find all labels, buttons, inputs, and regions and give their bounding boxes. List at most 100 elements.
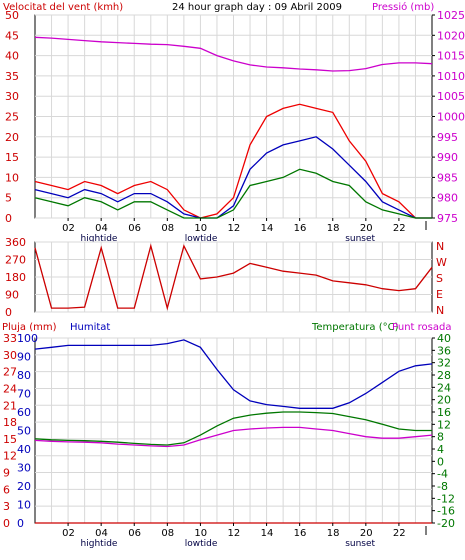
humidity-tick-label: 40 [17, 443, 31, 456]
y-tick-label: 30 [3, 349, 17, 362]
compass-label: N [436, 304, 444, 317]
wind-axis-label: Velocitat del vent (kmh) [3, 2, 123, 13]
y2-tick-label: 4 [437, 443, 444, 456]
y-tick-label: 6 [3, 483, 10, 496]
x-tick-label: 14 [261, 528, 274, 539]
humidity-tick-label: 100 [17, 332, 38, 345]
y-tick-label: 21 [3, 399, 17, 412]
y-tick-label: 270 [5, 254, 26, 267]
series-line [34, 243, 433, 311]
x-tick-label: 04 [95, 223, 108, 234]
dewpoint-axis-label: Punt rosada [392, 322, 451, 333]
x-tick-label: 20 [360, 528, 373, 539]
x-tick-label: 22 [393, 223, 406, 234]
temperature-axis-label: Temperatura (°C) [311, 322, 399, 333]
series-line [34, 103, 432, 219]
x-tick-label: 08 [161, 528, 174, 539]
y2-tick-label: 995 [437, 131, 458, 144]
y2-tick-label: 980 [437, 192, 458, 205]
compass-label: W [436, 256, 447, 269]
y-tick-label: 0 [5, 306, 12, 319]
y2-tick-label: 985 [437, 171, 458, 184]
series-line [34, 339, 433, 409]
tide-marker-label: hightide [81, 539, 118, 549]
x-tick-label: 12 [228, 528, 241, 539]
series-line [34, 36, 433, 72]
tide-marker-label: sunset [345, 539, 375, 549]
y2-tick-label: 0 [437, 455, 444, 468]
humidity-tick-label: 50 [17, 425, 31, 438]
humidity-tick-label: 60 [17, 406, 31, 419]
compass-label: E [436, 288, 443, 301]
tide-marker-label: lowtide [185, 539, 218, 549]
series-line [34, 426, 433, 448]
tide-marker-label: sunset [345, 234, 375, 244]
y2-tick-label: 28 [437, 369, 451, 382]
y-tick-label: 35 [5, 70, 19, 83]
humidity-tick-label: 30 [17, 462, 31, 475]
y2-tick-label: -4 [437, 468, 448, 481]
x-tick-label: 16 [294, 528, 307, 539]
y2-tick-label: 32 [437, 357, 451, 370]
x-tick-label: 22 [393, 528, 406, 539]
y2-tick-label: 20 [437, 394, 451, 407]
y-tick-label: 0 [3, 517, 10, 530]
compass-label: N [436, 240, 444, 253]
x-tick-label: 08 [161, 223, 174, 234]
x-tick-label: 18 [327, 528, 340, 539]
y-tick-label: 33 [3, 332, 17, 345]
series-line [34, 411, 432, 446]
y2-tick-label: 1020 [437, 29, 465, 42]
y2-tick-label: -20 [437, 517, 455, 530]
chart-title: 24 hour graph day : 09 Abril 2009 [172, 2, 342, 13]
humidity-tick-label: 10 [17, 499, 31, 512]
y-tick-label: 40 [5, 50, 19, 63]
y-tick-label: 50 [5, 9, 19, 22]
y2-tick-label: -8 [437, 480, 448, 493]
humidity-tick-label: 0 [17, 517, 24, 530]
tide-marker-label: hightide [81, 234, 118, 244]
y-tick-label: 3 [3, 500, 10, 513]
y2-tick-label: 36 [437, 344, 451, 357]
series-line [34, 136, 432, 219]
x-tick-label: 10 [194, 223, 207, 234]
y-tick-label: 0 [5, 212, 12, 225]
y-tick-label: 5 [5, 192, 12, 205]
y2-tick-label: 8 [437, 431, 444, 444]
tide-marker-label: lowtide [185, 234, 218, 244]
y2-tick-label: 40 [437, 332, 451, 345]
y-tick-label: 12 [3, 450, 17, 463]
pressure-axis-label: Pressió (mb) [372, 1, 434, 13]
y-tick-label: 27 [3, 366, 17, 379]
compass-label: S [436, 272, 443, 285]
y-tick-label: 9 [3, 467, 10, 480]
y2-tick-label: -12 [437, 492, 455, 505]
y2-tick-label: 1000 [437, 111, 465, 124]
humidity-tick-label: 90 [17, 351, 31, 364]
y2-tick-label: -16 [437, 505, 455, 518]
x-tick-label: 02 [62, 528, 75, 539]
y-tick-label: 20 [5, 131, 19, 144]
y-tick-label: 360 [5, 236, 26, 249]
y-tick-label: 45 [5, 29, 19, 42]
y2-tick-label: 24 [437, 381, 451, 394]
y-tick-label: 30 [5, 90, 19, 103]
x-tick-label: 20 [360, 223, 373, 234]
y-tick-label: 15 [5, 151, 19, 164]
y2-tick-label: 975 [437, 212, 458, 225]
humidity-axis-label: Humitat [70, 322, 110, 333]
x-tick-label: 18 [327, 223, 340, 234]
y2-tick-label: 12 [437, 418, 451, 431]
y-tick-label: 180 [5, 271, 26, 284]
y2-tick-label: 16 [437, 406, 451, 419]
x-tick-label: 02 [62, 223, 75, 234]
y-tick-label: 24 [3, 382, 17, 395]
series-line [34, 168, 432, 219]
y2-tick-label: 1010 [437, 70, 465, 83]
y-tick-label: 18 [3, 416, 17, 429]
y-tick-label: 15 [3, 433, 17, 446]
y2-tick-label: 1025 [437, 9, 465, 22]
humidity-tick-label: 70 [17, 388, 31, 401]
